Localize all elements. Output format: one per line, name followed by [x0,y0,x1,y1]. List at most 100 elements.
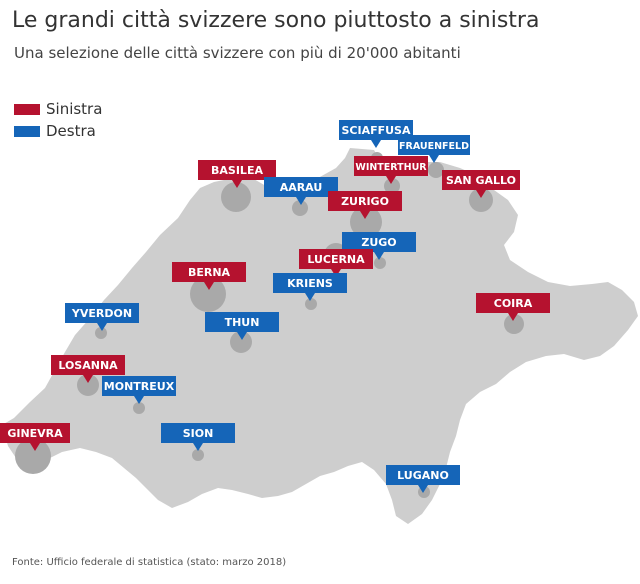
city-label-box-zugo [342,232,416,252]
city-label-winterthur: WINTERTHUR [355,162,427,173]
city-pin-san-gallo: SAN GALLO [442,170,520,198]
city-label-ginevra: GINEVRA [7,427,63,440]
page-title: Le grandi città svizzere sono piuttosto … [12,8,540,33]
city-bubble-basilea [221,182,251,212]
city-bubble-kriens [305,298,317,310]
city-bubble-yverdon [95,327,107,339]
city-label-aarau: AARAU [280,181,323,194]
city-bubble-sion [192,449,204,461]
legend-swatch-sinistra [14,103,40,115]
city-pin-zugo: ZUGO [342,232,416,260]
city-label-zurigo: ZURIGO [341,195,389,208]
city-bubble-zurigo [350,206,382,238]
legend-item-destra: Destra [14,120,102,142]
city-pin-coira: COIRA [476,293,550,321]
city-bubble-frauenfeld [428,162,444,178]
city-pin-winterthur: WINTERTHUR [354,156,428,184]
city-label-zugo: ZUGO [361,236,396,249]
city-label-box-winterthur [354,156,428,176]
city-label-box-berna [172,262,246,282]
city-label-box-zurigo [328,191,402,211]
city-label-box-thun [205,312,279,332]
city-pin-frauenfeld: FRAUENFELD [398,135,470,163]
city-label-box-san-gallo [442,170,520,190]
city-label-berna: BERNA [188,266,231,279]
city-label-coira: COIRA [494,297,533,310]
city-pointer-coira [508,313,518,321]
city-pin-kriens: KRIENS [273,273,347,301]
city-label-montreux: MONTREUX [104,380,175,393]
city-bubble-losanna [77,374,99,396]
city-pointer-winterthur [386,176,396,184]
city-bubble-berna [190,276,226,312]
city-pins: SCIAFFUSA FRAUENFELD WINTERTHUR SAN GALLO BA… [0,120,550,493]
city-label-sion: SION [183,427,214,440]
city-pointer-aarau [296,197,306,205]
city-label-box-frauenfeld [398,135,470,155]
city-bubble-winterthur [384,178,400,194]
city-bubble-aarau [292,200,308,216]
city-pin-thun: THUN [205,312,279,340]
city-pointer-san-gallo [476,190,486,198]
city-label-losanna: LOSANNA [58,359,118,372]
city-label-box-losanna [51,355,125,375]
city-label-box-lugano [386,465,460,485]
city-pin-montreux: MONTREUX [102,376,176,404]
city-bubble-ginevra [15,438,51,474]
city-pointer-basilea [232,180,242,188]
legend-swatch-destra [14,125,40,137]
city-pin-yverdon: YVERDON [65,303,139,331]
city-label-thun: THUN [225,316,260,329]
city-label-san-gallo: SAN GALLO [446,174,516,187]
city-label-kriens: KRIENS [287,277,333,290]
city-label-box-coira [476,293,550,313]
city-pin-lugano: LUGANO [386,465,460,493]
legend-item-sinistra: Sinistra [14,98,102,120]
city-label-box-sciaffusa [339,120,413,140]
city-pin-sciaffusa: SCIAFFUSA [339,120,413,148]
city-pointer-sion [193,443,203,451]
city-pointer-frauenfeld [429,155,439,163]
legend-label-sinistra: Sinistra [46,100,103,118]
city-label-box-aarau [264,177,338,197]
city-label-lucerna: LUCERNA [307,253,365,266]
city-label-box-montreux [102,376,176,396]
city-pin-ginevra: GINEVRA [0,423,70,451]
legend-label-destra: Destra [46,122,96,140]
city-pin-lucerna: LUCERNA [299,249,373,277]
city-label-box-basilea [198,160,276,180]
city-label-basilea: BASILEA [211,164,263,177]
city-pointer-berna [204,282,214,290]
city-pointer-thun [237,332,247,340]
city-label-box-lucerna [299,249,373,269]
city-pointer-yverdon [97,323,107,331]
city-label-sciaffusa: SCIAFFUSA [342,124,411,137]
city-bubble-thun [230,331,252,353]
city-label-yverdon: YVERDON [71,307,132,320]
city-pin-aarau: AARAU [264,177,338,205]
city-label-box-yverdon [65,303,139,323]
city-pointer-ginevra [30,443,40,451]
city-pointer-zurigo [360,211,370,219]
source-note: Fonte: Ufficio federale di statistica (s… [12,557,287,568]
city-pin-losanna: LOSANNA [51,355,125,383]
city-label-frauenfeld: FRAUENFELD [399,141,469,152]
city-pointer-montreux [134,396,144,404]
city-pin-basilea: BASILEA [198,160,276,188]
city-pointer-zugo [374,252,384,260]
city-pointer-sciaffusa [371,140,381,148]
city-pin-sion: SION [161,423,235,451]
city-pointer-losanna [83,375,93,383]
city-pin-berna: BERNA [172,262,246,290]
page-subtitle: Una selezione delle città svizzere con p… [14,44,461,62]
city-label-box-sion [161,423,235,443]
city-pin-zurigo: ZURIGO [328,191,402,219]
city-label-box-ginevra [0,423,70,443]
city-bubble-coira [504,314,524,334]
city-bubble-zugo [374,257,386,269]
city-label-lugano: LUGANO [397,469,449,482]
city-bubble-san-gallo [469,188,493,212]
legend: Sinistra Destra [14,98,102,142]
